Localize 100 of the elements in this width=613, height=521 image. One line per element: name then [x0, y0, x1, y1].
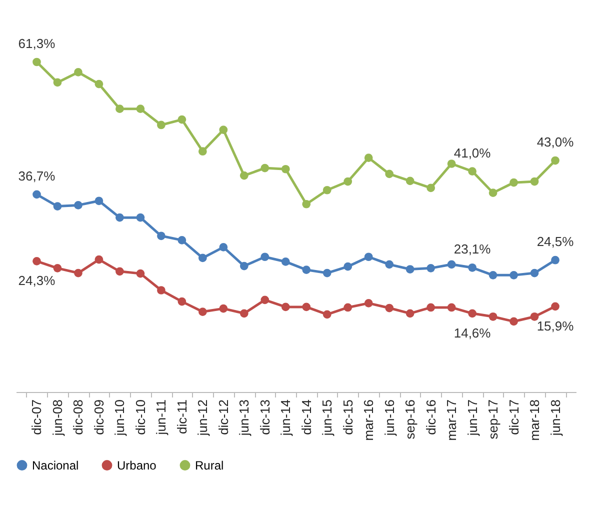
- point: [198, 308, 207, 316]
- point: [488, 271, 498, 280]
- point: [426, 264, 435, 272]
- point: [116, 213, 124, 222]
- point: [240, 309, 248, 318]
- point: [32, 58, 41, 66]
- x-tick-label: dic-17: [506, 400, 522, 435]
- point: [488, 312, 498, 321]
- point: [94, 255, 104, 264]
- point: [322, 186, 332, 194]
- data-label: 23,1%: [454, 242, 492, 257]
- point: [178, 297, 186, 306]
- data-label: 43,0%: [536, 134, 574, 150]
- point: [530, 268, 539, 278]
- point: [364, 299, 373, 308]
- point: [406, 176, 414, 186]
- point: [116, 267, 124, 276]
- point: [447, 260, 456, 269]
- data-label: 24,5%: [536, 234, 574, 250]
- point: [426, 184, 435, 192]
- point: [302, 200, 311, 208]
- point: [364, 252, 373, 262]
- data-label: 15,9%: [536, 318, 574, 334]
- x-tick-label: mar-18: [527, 400, 542, 441]
- data-label: 14,6%: [454, 325, 492, 340]
- point: [551, 156, 560, 165]
- point: [260, 252, 270, 262]
- x-tick-label: jun-15: [320, 400, 335, 437]
- point: [116, 104, 124, 114]
- point: [302, 266, 311, 274]
- point: [530, 177, 539, 186]
- legend-label: Nacional: [32, 458, 79, 472]
- x-tick-label: dic-11: [174, 400, 190, 434]
- point: [240, 171, 248, 180]
- point: [468, 309, 476, 318]
- point: [157, 120, 166, 130]
- point: [510, 178, 518, 187]
- x-tick-label: jun-17: [464, 400, 480, 437]
- point: [178, 236, 186, 244]
- point: [74, 68, 82, 76]
- point: [219, 126, 228, 134]
- point: [551, 302, 560, 311]
- point: [240, 262, 248, 270]
- x-tick-label: dic-10: [132, 400, 148, 435]
- point: [385, 304, 394, 312]
- point: [281, 302, 290, 312]
- point: [364, 154, 373, 162]
- x-tick-label: mar-16: [361, 400, 376, 441]
- point: [94, 196, 104, 206]
- x-tick-label: jun-12: [195, 400, 210, 437]
- data-label: 41,0%: [454, 145, 492, 160]
- point: [447, 303, 456, 312]
- point: [32, 190, 41, 199]
- point: [136, 213, 145, 222]
- point: [281, 164, 290, 174]
- data-label: 24,3%: [18, 273, 56, 288]
- x-tick-label: dic-07: [29, 400, 44, 435]
- x-tick-label: jun-10: [112, 400, 128, 437]
- point: [510, 317, 518, 326]
- point: [94, 80, 104, 88]
- x-tick-label: mar-17: [444, 400, 460, 441]
- point: [488, 188, 498, 197]
- x-tick-label: dic-09: [91, 400, 106, 435]
- legend-label: Urbano: [117, 458, 157, 472]
- point: [198, 147, 207, 156]
- x-tick-label: jun-18: [548, 400, 563, 437]
- point: [281, 258, 290, 266]
- point: [510, 271, 518, 280]
- x-tick-label: sep-17: [486, 400, 501, 440]
- x-tick-label: jun-14: [278, 400, 294, 437]
- point: [157, 232, 166, 240]
- x-tick-label: dic-16: [423, 400, 438, 435]
- point: [136, 104, 145, 114]
- point: [322, 268, 332, 278]
- point: [219, 243, 228, 252]
- point: [219, 304, 228, 313]
- point: [74, 201, 82, 210]
- point: [468, 167, 476, 176]
- point: [344, 303, 352, 312]
- point: [385, 260, 394, 269]
- point: [344, 262, 352, 271]
- x-tick-label: jun-13: [236, 400, 252, 437]
- x-tick-label: dic-12: [216, 400, 231, 435]
- point: [32, 257, 41, 266]
- data-label: 61,3%: [18, 36, 56, 51]
- point: [136, 269, 145, 278]
- point: [302, 302, 311, 312]
- x-tick-label: dic-13: [257, 400, 272, 435]
- legend-label: Rural: [195, 458, 224, 472]
- point: [322, 310, 332, 319]
- data-label: 36,7%: [18, 168, 56, 184]
- point: [260, 296, 270, 304]
- point: [53, 264, 62, 272]
- point: [406, 309, 414, 318]
- point: [344, 177, 352, 186]
- point: [406, 265, 414, 274]
- point: [447, 160, 456, 168]
- x-tick-label: dic-15: [340, 400, 356, 435]
- point: [178, 115, 186, 124]
- point: [157, 286, 166, 294]
